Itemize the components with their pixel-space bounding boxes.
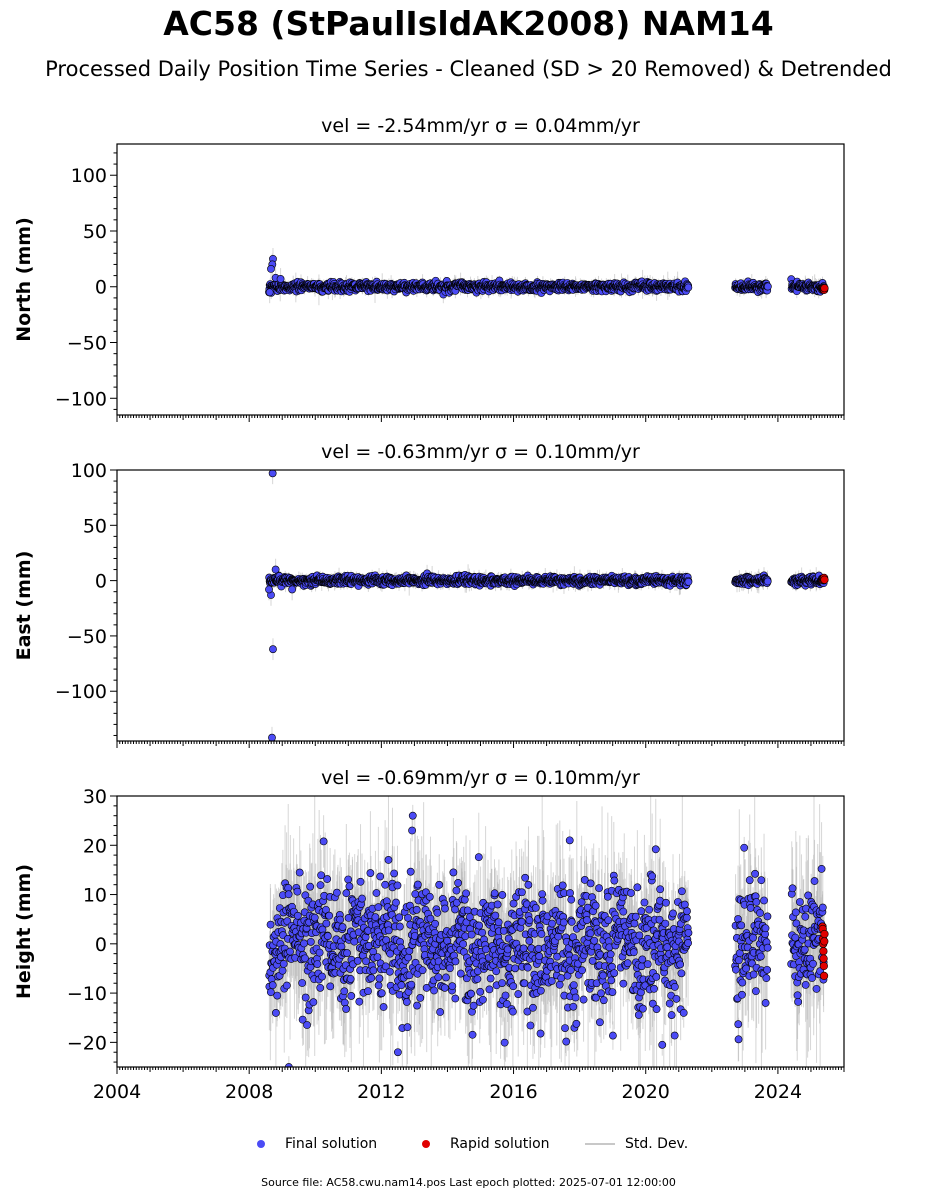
final-point xyxy=(684,283,693,292)
data-layer xyxy=(265,470,829,741)
figure-title: AC58 (StPaulIsldAK2008) NAM14 xyxy=(163,4,774,43)
std-dev-bars xyxy=(268,470,825,741)
figure-subtitle: Processed Daily Position Time Series - C… xyxy=(45,57,892,81)
final-point xyxy=(763,282,772,291)
panel-title: vel = -2.54mm/yr σ = 0.04mm/yr xyxy=(321,115,640,137)
y-tick-label: −50 xyxy=(67,333,107,355)
y-tick-label: 50 xyxy=(83,221,107,243)
final-point-outlier xyxy=(265,288,274,297)
final-point-outlier xyxy=(276,275,285,283)
y-axis-label: North (mm) xyxy=(13,217,35,342)
data-layer xyxy=(265,248,829,306)
rapid-points xyxy=(818,283,829,294)
y-tick-label: 0 xyxy=(95,277,107,299)
plot-frame xyxy=(116,143,845,416)
rapid-point xyxy=(820,284,829,293)
final-points xyxy=(265,470,828,741)
std-dev-bars xyxy=(268,248,825,306)
y-tick-label: −100 xyxy=(55,388,107,410)
y-tick-label: 100 xyxy=(71,165,107,187)
final-point-outlier xyxy=(267,265,275,273)
panel-north: −100 −50 0 50 100 vel = -2.54mm/yr σ = 0.04mm… xyxy=(13,115,845,422)
final-points xyxy=(265,254,828,299)
plots-canvas: −100 −50 0 50 100 vel = -2.54mm/yr σ = 0.04mm… xyxy=(13,115,845,1103)
